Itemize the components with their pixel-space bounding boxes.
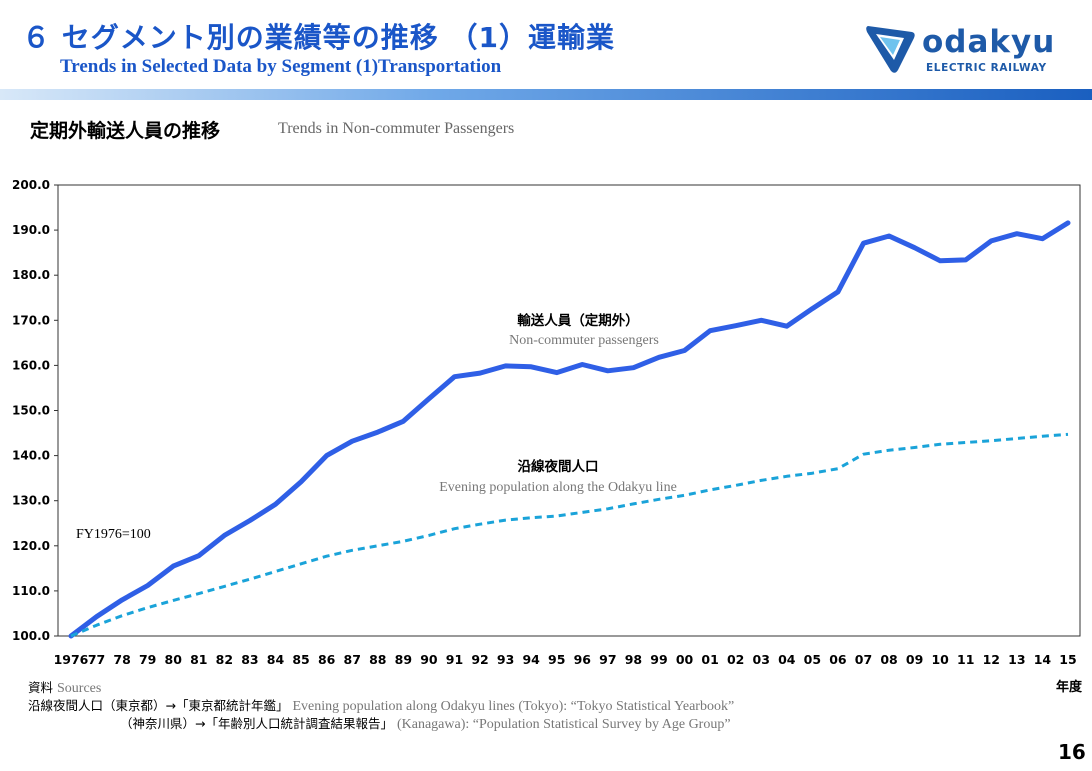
odakyu-logo: odakyu ELECTRIC RAILWAY — [862, 22, 1077, 78]
series-label-jp: 沿線夜間人口 — [518, 458, 599, 475]
x-tick-label: 14 — [1034, 652, 1052, 667]
y-tick-label: 140.0 — [12, 449, 50, 463]
x-tick-label: 85 — [292, 652, 309, 667]
y-tick-label: 120.0 — [12, 539, 50, 553]
x-tick-label: 13 — [1008, 652, 1025, 667]
source-line2-jp: （神奈川県）→「年齢別人口統計調査結果報告」 — [120, 716, 393, 731]
x-tick-label: 81 — [190, 652, 207, 667]
chart-note: FY1976=100 — [76, 527, 151, 542]
logo-subtext: ELECTRIC RAILWAY — [926, 62, 1047, 74]
x-tick-label: 93 — [497, 652, 514, 667]
y-tick-label: 200.0 — [12, 178, 50, 192]
x-tick-label: 84 — [267, 652, 285, 667]
y-tick-label: 100.0 — [12, 629, 50, 643]
series-label-en: Non-commuter passengers — [509, 333, 659, 348]
y-tick-label: 180.0 — [12, 268, 50, 282]
x-tick-label: 95 — [548, 652, 565, 667]
x-tick-label: 79 — [139, 652, 156, 667]
x-tick-label: 09 — [906, 652, 923, 667]
x-tick-label: 82 — [216, 652, 233, 667]
x-tick-label: 90 — [420, 652, 438, 667]
logo-emblem-icon — [866, 26, 915, 73]
x-tick-label: 83 — [241, 652, 258, 667]
sources-note: 資料 Sources 沿線夜間人口（東京都）→「東京都統計年鑑」 Evening… — [28, 679, 734, 733]
section-title: 定期外輸送人員の推移 — [30, 120, 221, 142]
x-tick-label: 15 — [1059, 652, 1076, 667]
y-tick-label: 170.0 — [12, 313, 50, 327]
x-tick-label: 87 — [344, 652, 361, 667]
x-tick-label: 02 — [727, 652, 744, 667]
x-tick-label: 92 — [471, 652, 488, 667]
source-line1-jp: 沿線夜間人口（東京都）→「東京都統計年鑑」 — [28, 698, 289, 713]
x-tick-label: 80 — [165, 652, 183, 667]
x-tick-label: 06 — [829, 652, 847, 667]
x-tick-label: 98 — [625, 652, 642, 667]
x-tick-label: 11 — [957, 652, 974, 667]
x-tick-label: 03 — [753, 652, 770, 667]
x-tick-label: 78 — [113, 652, 130, 667]
series-line-non-commuter-passengers — [68, 220, 1071, 639]
x-tick-label: 05 — [804, 652, 821, 667]
y-tick-label: 160.0 — [12, 358, 50, 372]
x-tick-label: 1976 — [54, 652, 89, 667]
y-tick-label: 150.0 — [12, 404, 50, 418]
series-label-en: Evening population along the Odakyu line — [439, 480, 677, 495]
y-tick-label: 190.0 — [12, 223, 50, 237]
x-tick-label: 77 — [88, 652, 105, 667]
x-tick-label: 91 — [446, 652, 463, 667]
series-label-jp: 輸送人員（定期外） — [517, 312, 639, 329]
x-tick-label: 89 — [395, 652, 412, 667]
page-subtitle: Trends in Selected Data by Segment (1)Tr… — [60, 56, 502, 77]
x-tick-label: 04 — [778, 652, 796, 667]
source-line2-en: (Kanagawa): “Population Statistical Surv… — [396, 717, 731, 732]
x-tick-label: 96 — [574, 652, 592, 667]
page-number: 16 — [1058, 740, 1086, 764]
x-tick-label: 97 — [599, 652, 616, 667]
x-tick-label: 08 — [880, 652, 897, 667]
section-title-en: Trends in Non-commuter Passengers — [278, 120, 515, 137]
y-tick-label: 110.0 — [12, 584, 50, 598]
logo-wordmark: odakyu — [922, 24, 1056, 60]
page-title: ６ セグメント別の業績等の推移 （1）運輸業 — [22, 21, 615, 54]
x-tick-label: 99 — [650, 652, 667, 667]
x-tick-label: 86 — [318, 652, 336, 667]
header-divider-band — [0, 89, 1092, 100]
sources-label-en: Sources — [57, 681, 102, 696]
x-tick-label: 01 — [701, 652, 718, 667]
x-tick-label: 94 — [522, 652, 540, 667]
sources-label-jp: 資料 — [28, 680, 54, 695]
series-line-evening-population — [70, 432, 1069, 638]
source-line1-en: Evening population along Odakyu lines (T… — [292, 699, 735, 714]
y-tick-label: 130.0 — [12, 494, 50, 508]
line-chart: 100.0 110.0 120.0 130.0 140.0 150.0 160.0 170.0… — [12, 178, 1083, 695]
x-tick-label: 12 — [983, 652, 1000, 667]
x-tick-label: 10 — [931, 652, 949, 667]
x-tick-label: 88 — [369, 652, 386, 667]
x-axis-unit-label: 年度 — [1056, 679, 1083, 695]
x-tick-label: 00 — [676, 652, 694, 667]
x-tick-label: 07 — [855, 652, 872, 667]
